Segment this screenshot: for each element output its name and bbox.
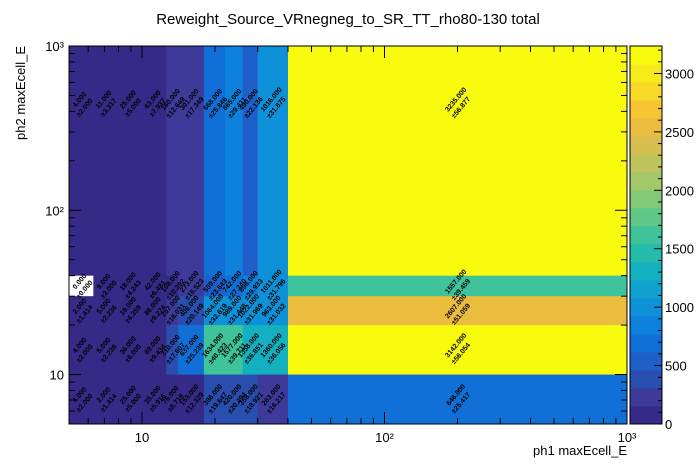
heatmap-cell xyxy=(142,275,167,297)
heatmap-cell xyxy=(242,374,259,425)
heatmap-cell xyxy=(93,374,118,425)
plot-frame xyxy=(68,45,628,425)
colorbar-segment xyxy=(630,334,662,353)
heatmap-cell xyxy=(203,325,226,375)
heatmap-cell xyxy=(242,296,259,326)
colorbar-segment xyxy=(630,46,662,65)
heatmap-cell xyxy=(225,374,244,425)
heatmap-cell xyxy=(178,325,205,375)
heatmap-cell xyxy=(288,275,628,297)
heatmap-cell xyxy=(69,325,94,375)
colorbar-segment xyxy=(630,262,662,281)
heatmap-cell xyxy=(178,374,205,425)
heatmap-cell xyxy=(178,46,205,277)
colorbar-segment xyxy=(630,406,662,425)
colorbar-segment xyxy=(630,136,662,155)
heatmap-cell xyxy=(117,46,143,277)
heatmap-cell xyxy=(242,46,259,277)
heatmap-cell xyxy=(117,374,143,425)
colorbar-segment xyxy=(630,118,662,137)
heatmap-cell xyxy=(178,296,205,326)
colorbar-segment xyxy=(630,82,662,101)
heatmap-cell xyxy=(166,275,179,297)
colorbar: 0 500 1000 1500 2000 2500 3000 xyxy=(629,45,694,432)
colorbar-segment xyxy=(630,154,662,173)
heatmap-cell xyxy=(288,374,628,425)
colorbar-segment xyxy=(630,244,662,263)
x-axis-label: ph1 maxEcell_E xyxy=(533,443,627,458)
colorbar-tick-label: 2500 xyxy=(665,125,694,140)
colorbar-segment xyxy=(630,316,662,335)
colorbar-segment xyxy=(630,352,662,371)
y-tick-label: 10 xyxy=(50,368,64,383)
colorbar-tick-label: 500 xyxy=(665,359,687,374)
heatmap-cell xyxy=(288,296,628,326)
heatmap-cell xyxy=(166,296,179,326)
chart-title: Reweight_Source_VRnegneg_to_SR_TT_rho80-… xyxy=(156,11,540,28)
heatmap-cell xyxy=(288,325,628,375)
heatmap-cell xyxy=(93,296,118,326)
colorbar-segment xyxy=(630,100,662,119)
heatmap-cell xyxy=(69,374,94,425)
heatmap-cell xyxy=(142,325,167,375)
colorbar-frame xyxy=(629,45,663,425)
heatmap-cell xyxy=(142,46,167,277)
heatmap-cell xyxy=(257,325,289,375)
colorbar-tick-label: 1500 xyxy=(665,242,694,257)
heatmap-cell xyxy=(117,296,143,326)
heatmap-cell xyxy=(166,46,179,277)
heatmap-cell xyxy=(257,296,289,326)
x-axis: 10 10² 10³ xyxy=(68,46,637,445)
colorbar-segment xyxy=(630,190,662,209)
colorbar-segment xyxy=(630,370,662,389)
heatmap-cell xyxy=(288,46,628,277)
y-tick-label: 10³ xyxy=(45,39,64,54)
heatmap-cell xyxy=(142,374,167,425)
cell-value-labels: 4.000±2.000 11.000±3.317 25.000±5.000 63.00… xyxy=(72,87,472,416)
colorbar-segment xyxy=(630,172,662,191)
x-tick-label: 10³ xyxy=(618,430,637,445)
heatmap-cell xyxy=(166,374,179,425)
heatmap-cell xyxy=(142,296,167,326)
heatmap-cell xyxy=(178,275,205,297)
heatmap-cell xyxy=(166,325,179,375)
colorbar-tick-label: 3000 xyxy=(665,67,694,82)
heatmap-cell xyxy=(203,374,226,425)
heatmap-cell xyxy=(225,296,244,326)
y-axis-label: ph2 maxEcell_E xyxy=(13,46,28,140)
x-tick-label: 10² xyxy=(375,430,394,445)
heatmap-cell xyxy=(257,46,289,277)
heatmap-cell xyxy=(203,275,226,297)
heatmap-cell xyxy=(93,275,118,297)
colorbar-segment xyxy=(630,280,662,299)
colorbar-tick-label: 2000 xyxy=(665,183,694,198)
x-tick-label: 10 xyxy=(135,430,149,445)
colorbar-tick-label: 1000 xyxy=(665,300,694,315)
heatmap-cell xyxy=(225,325,244,375)
y-axis: 10 10² 10³ xyxy=(45,39,627,425)
colorbar-segment xyxy=(630,226,662,245)
heatmap-cell xyxy=(257,374,289,425)
heatmap-cells xyxy=(69,46,628,425)
colorbar-tick-label: 0 xyxy=(665,417,672,432)
heatmap-cell xyxy=(257,275,289,297)
heatmap-cell xyxy=(69,275,94,297)
heatmap-cell xyxy=(242,325,259,375)
heatmap-cell xyxy=(225,275,244,297)
heatmap-cell xyxy=(117,275,143,297)
colorbar-segment xyxy=(630,208,662,227)
heatmap-cell xyxy=(203,46,226,277)
colorbar-segment xyxy=(630,388,662,407)
heatmap-cell xyxy=(225,46,244,277)
colorbar-segment xyxy=(630,64,662,83)
heatmap-cell xyxy=(203,296,226,326)
heatmap-cell xyxy=(242,275,259,297)
heatmap-cell xyxy=(93,46,118,277)
heatmap-cell xyxy=(69,296,94,326)
colorbar-segment xyxy=(630,298,662,317)
heatmap-cell xyxy=(93,325,118,375)
y-tick-label: 10² xyxy=(45,203,64,218)
heatmap-cell xyxy=(117,325,143,375)
